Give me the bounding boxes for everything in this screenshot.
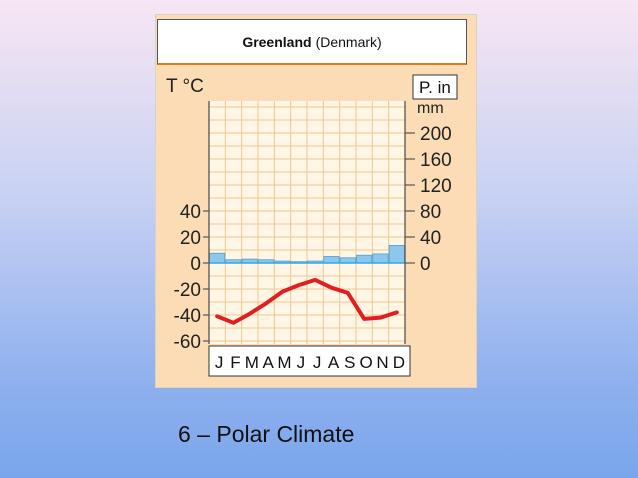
temperature-tick-label: -20 <box>174 280 201 301</box>
precipitation-tick-label: 200 <box>420 124 452 145</box>
precipitation-tick-label: 80 <box>420 202 441 223</box>
precipitation-tick-label: 160 <box>420 150 452 171</box>
temperature-line <box>215 277 399 325</box>
precipitation-unit-label: mm <box>417 100 444 117</box>
chart-title-region: Greenland <box>242 33 312 50</box>
month-label: J <box>297 353 306 372</box>
month-label: M <box>277 353 291 372</box>
temperature-tick-label: 0 <box>190 254 201 275</box>
slide-caption: 6 – Polar Climate <box>178 421 355 447</box>
month-label-box <box>208 345 411 377</box>
month-label: N <box>376 353 388 372</box>
temperature-axis-label: T °C <box>166 76 204 97</box>
chart-title-country: (Denmark) <box>315 33 382 50</box>
precipitation-bar <box>323 256 340 264</box>
precipitation-tick-label: 120 <box>420 176 452 197</box>
chart-title: Greenland (Denmark) <box>157 19 467 65</box>
month-label: O <box>360 353 373 372</box>
precipitation-axis-label: P. in <box>419 78 451 97</box>
month-label: J <box>215 353 224 372</box>
precipitation-bar <box>209 252 226 264</box>
precipitation-tick-label: 0 <box>420 254 431 275</box>
precipitation-bar <box>339 257 356 264</box>
temperature-tick-label: -60 <box>174 332 201 353</box>
month-label: M <box>245 353 259 372</box>
month-label: A <box>262 353 274 372</box>
temperature-tick-label: -40 <box>174 306 201 327</box>
month-label: J <box>313 353 322 372</box>
temperature-tick-label: 20 <box>180 228 201 249</box>
precipitation-bar <box>372 253 389 264</box>
precipitation-tick-label: 40 <box>420 228 441 249</box>
temperature-tick-label: 40 <box>180 202 201 223</box>
precip-label-box <box>412 74 458 100</box>
month-label: F <box>230 353 240 372</box>
precipitation-bar <box>356 254 373 264</box>
month-label: A <box>328 353 340 372</box>
month-label: D <box>393 353 405 372</box>
precipitation-bar <box>388 245 405 264</box>
month-label: S <box>344 353 355 372</box>
